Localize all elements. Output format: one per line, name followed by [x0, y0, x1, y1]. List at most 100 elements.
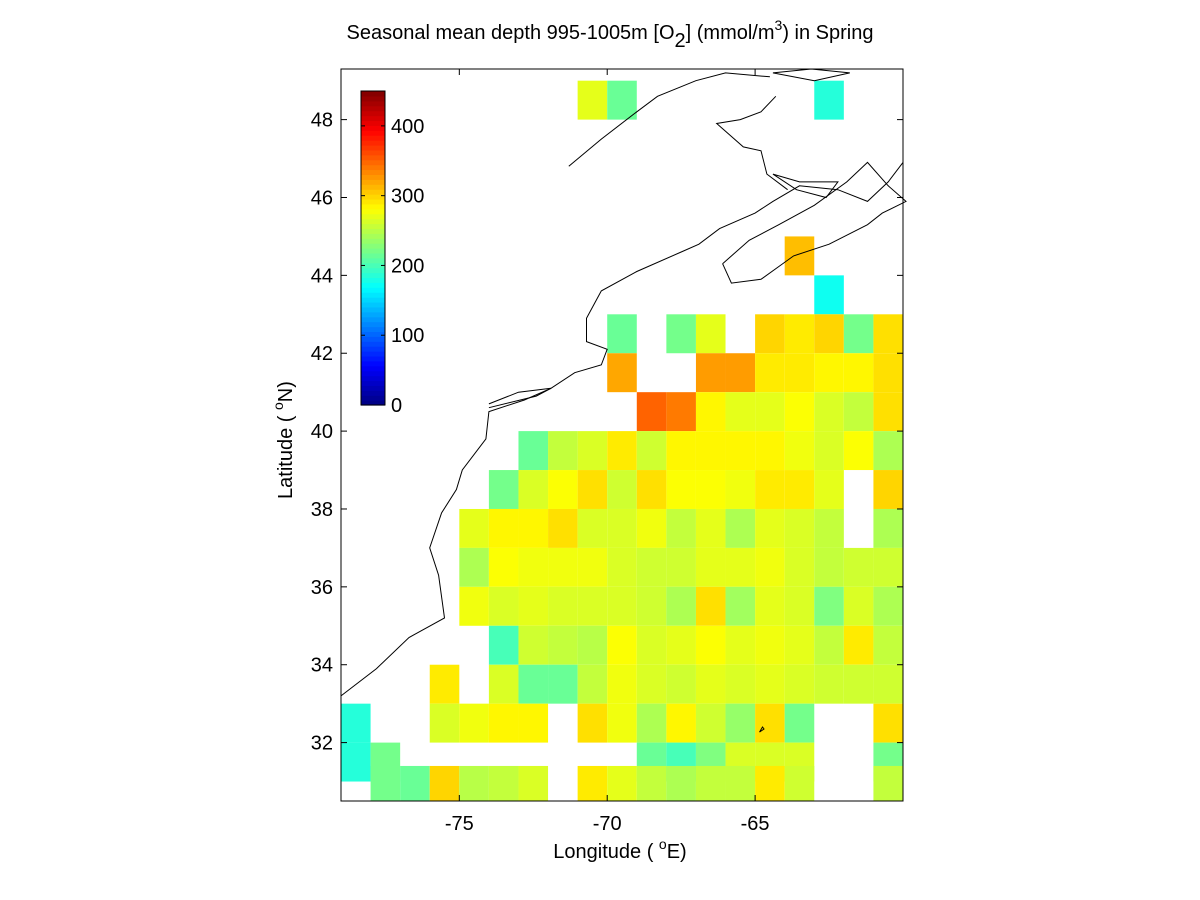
heatmap-cell [518, 508, 549, 548]
heatmap-cell [459, 547, 489, 587]
heatmap-cell [636, 392, 667, 432]
chart-title: Seasonal mean depth 995-1005m [O2] (mmol… [250, 17, 970, 52]
heatmap-cell [636, 703, 667, 743]
colorbar-swatch [361, 331, 385, 337]
colorbar-tick-label: 0 [391, 395, 402, 417]
heatmap-cell [755, 470, 785, 509]
heatmap-cell [607, 586, 637, 626]
heatmap-cell [814, 625, 844, 665]
heatmap-cell [548, 664, 578, 704]
colorbar-tick-label: 100 [391, 325, 424, 347]
y-label-degree: o [270, 402, 286, 410]
heatmap-cell [873, 392, 903, 432]
heatmap-cell [518, 664, 549, 704]
heatmap-cell [459, 508, 489, 548]
heatmap-cell [488, 765, 519, 801]
heatmap-cell [725, 586, 756, 626]
heatmap-cell [725, 547, 756, 587]
heatmap-cell [843, 431, 874, 471]
heatmap-cell [725, 353, 756, 393]
heatmap-cell [755, 392, 785, 432]
heatmap-cell [725, 703, 756, 743]
heatmap-cell [725, 765, 756, 801]
heatmap-cell [814, 664, 844, 704]
heatmap-cell [577, 508, 608, 548]
colorbar-swatch [361, 360, 385, 367]
colorbar-frame [360, 90, 386, 406]
colorbar-swatch [361, 385, 385, 391]
colorbar-swatch [361, 306, 385, 313]
heatmap-cell [695, 470, 726, 509]
heatmap-cell [843, 392, 874, 432]
heatmap-cell [459, 586, 489, 626]
heatmap-cell [607, 80, 637, 120]
heatmap-cell [784, 314, 815, 354]
heatmap-cell [755, 664, 785, 704]
heatmap-cell [548, 470, 578, 509]
colorbar-swatch [361, 365, 385, 372]
heatmap-cell [607, 353, 637, 393]
heatmap-cell [636, 664, 667, 704]
colorbar-swatch [361, 208, 385, 215]
heatmap-cell [666, 392, 696, 432]
heatmap-cell [459, 765, 489, 801]
coastline-prince-edward-island [772, 173, 839, 199]
heatmap-cell [695, 392, 726, 432]
colorbar-swatch [361, 159, 385, 166]
heatmap-cell [488, 508, 519, 548]
heatmap-cell [755, 353, 785, 393]
heatmap-cell [518, 703, 549, 743]
colorbar-swatch [361, 105, 385, 112]
heatmap-cell [518, 470, 549, 509]
heatmap-cell [666, 703, 696, 743]
heatmap-cell [755, 508, 785, 548]
heatmap-cell [666, 625, 696, 665]
heatmap-cell [784, 547, 815, 587]
heatmap-cell [488, 664, 519, 704]
colorbar-swatch [361, 91, 385, 97]
heatmap-cell [666, 664, 696, 704]
colorbar-swatch [361, 311, 385, 318]
heatmap-cell [843, 353, 874, 393]
heatmap-cell [695, 625, 726, 665]
heatmap-cell [725, 470, 756, 509]
colorbar-swatch [361, 292, 385, 298]
coastline-atlantic-coast [340, 162, 904, 697]
colorbar-swatch [361, 130, 385, 136]
x-axis-label: Longitude ( oE) [470, 836, 770, 864]
colorbar-swatch [361, 277, 385, 283]
colorbar-swatch [361, 287, 385, 293]
heatmap-cell [784, 664, 815, 704]
coastline-long-island [488, 387, 552, 409]
title-suffix: ) in Spring [782, 22, 874, 44]
colorbar-swatch [361, 341, 385, 347]
coastline-bermuda [759, 726, 765, 733]
coastline-anticosti [772, 68, 850, 82]
y-label-prefix: Latitude ( [275, 409, 297, 499]
coastline-gulf-st-lawrence-shore [568, 72, 770, 167]
colorbar-swatch [361, 248, 385, 254]
heatmap-cell [873, 508, 903, 548]
heatmap-cell [518, 586, 549, 626]
heatmap-cell [429, 765, 460, 801]
title-middle: ] (mmol/m [685, 22, 775, 44]
heatmap-cell [577, 664, 608, 704]
heatmap-cell [695, 508, 726, 548]
heatmap-cell [843, 625, 874, 665]
colorbar-swatch [361, 336, 385, 342]
colorbar-swatch [361, 189, 385, 195]
heatmap-cell [725, 431, 756, 471]
colorbar-swatch [361, 316, 385, 323]
heatmap-cell [814, 431, 844, 471]
colorbar-swatch [361, 243, 385, 249]
heatmap-cell [784, 586, 815, 626]
colorbar-swatch [361, 351, 385, 357]
heatmap-cell [755, 586, 785, 626]
heatmap-cell [548, 625, 578, 665]
heatmap-cell [636, 586, 667, 626]
heatmap-cell [695, 431, 726, 471]
heatmap-cell [725, 664, 756, 704]
heatmap-cell [518, 431, 549, 471]
